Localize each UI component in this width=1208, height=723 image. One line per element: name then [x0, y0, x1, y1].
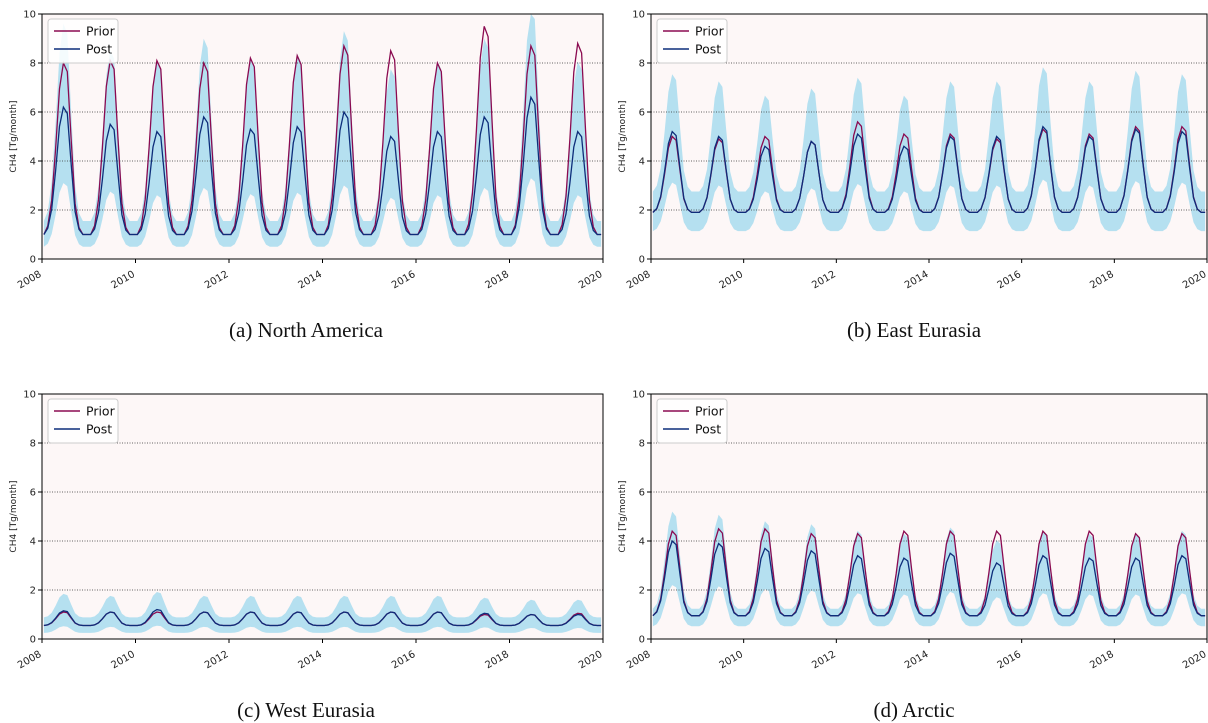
- y-tick-label: 10: [632, 390, 645, 401]
- legend: Prior Post: [656, 18, 728, 64]
- y-tick-label: 4: [30, 157, 36, 168]
- y-tick-label: 10: [23, 10, 36, 21]
- caption-b: (b) East Eurasia: [846, 318, 982, 342]
- caption-c: (c) West Eurasia: [237, 698, 375, 722]
- legend-box: [47, 18, 119, 64]
- caption-a: (a) North America: [229, 318, 383, 342]
- x-tick-label: 2012: [810, 269, 838, 291]
- y-tick-label: 4: [30, 537, 36, 548]
- legend-box: [47, 398, 119, 444]
- y-tick-label: 4: [639, 537, 645, 548]
- y-tick-label: 6: [30, 108, 36, 119]
- y-tick-label: 8: [639, 59, 645, 70]
- y-tick-label: 0: [30, 635, 36, 646]
- legend-label-post: Post: [86, 422, 112, 437]
- plot-area: [42, 394, 603, 639]
- x-tick-label: 2020: [577, 269, 605, 291]
- x-tick-label: 2018: [483, 649, 511, 671]
- x-tick-label: 2008: [16, 649, 44, 671]
- x-tick-label: 2014: [903, 269, 931, 291]
- legend: Prior Post: [47, 18, 119, 64]
- legend-label-post: Post: [695, 42, 721, 57]
- x-tick-label: 2012: [203, 649, 231, 671]
- x-tick-label: 2012: [810, 649, 838, 671]
- x-tick-label: 2008: [16, 269, 44, 291]
- chart-panel-4: 0 2 4 6 8 10 2008 2010 2012 2014 2016 2018 2020 CH4 […: [618, 390, 1208, 672]
- y-tick-label: 2: [30, 586, 36, 597]
- legend-label-prior: Prior: [86, 404, 116, 419]
- x-tick-label: 2018: [483, 269, 511, 291]
- plot-area: [42, 14, 603, 259]
- legend: Prior Post: [656, 398, 728, 444]
- y-tick-label: 10: [632, 10, 645, 21]
- legend-label-post: Post: [86, 42, 112, 57]
- x-tick-label: 2020: [1181, 649, 1208, 671]
- x-tick-label: 2012: [203, 269, 231, 291]
- legend-box: [656, 398, 728, 444]
- y-tick-label: 8: [30, 59, 36, 70]
- x-tick-label: 2010: [718, 649, 746, 671]
- x-tick-label: 2010: [109, 269, 137, 291]
- legend-box: [656, 18, 728, 64]
- legend-label-prior: Prior: [695, 24, 725, 39]
- x-tick-label: 2020: [1181, 269, 1208, 291]
- x-tick-label: 2016: [996, 269, 1024, 291]
- y-tick-label: 6: [639, 108, 645, 119]
- x-tick-label: 2014: [296, 269, 324, 291]
- chart-panel-3: 0 2 4 6 8 10 2008 2010 2012 2014 2016 2018 2020 CH4 […: [9, 390, 605, 672]
- x-tick-label: 2020: [577, 649, 605, 671]
- x-tick-label: 2008: [625, 649, 653, 671]
- legend-label-prior: Prior: [86, 24, 116, 39]
- legend-label-post: Post: [695, 422, 721, 437]
- y-tick-label: 2: [639, 206, 645, 217]
- chart-panel-1: 0 2 4 6 8 10 2008 2010 2012 2014 2016 2018 2020 CH4 […: [9, 10, 605, 292]
- y-tick-label: 6: [30, 488, 36, 499]
- x-tick-label: 2016: [390, 269, 418, 291]
- y-axis-label: CH4 [Tg/month]: [9, 100, 19, 172]
- x-tick-label: 2010: [718, 269, 746, 291]
- y-tick-label: 8: [639, 439, 645, 450]
- chart-panel-2: 0 2 4 6 8 10 2008 2010 2012 2014 2016 2018 2020 CH4 […: [618, 10, 1208, 292]
- x-tick-label: 2014: [903, 649, 931, 671]
- caption-d: (d) Arctic: [873, 698, 955, 722]
- x-tick-label: 2018: [1088, 649, 1116, 671]
- y-tick-label: 10: [23, 390, 36, 401]
- y-tick-label: 0: [639, 255, 645, 266]
- x-tick-label: 2010: [109, 649, 137, 671]
- y-axis-label: CH4 [Tg/month]: [618, 480, 628, 552]
- y-tick-label: 0: [30, 255, 36, 266]
- series-line-post: [652, 539, 1206, 617]
- y-axis-label: CH4 [Tg/month]: [9, 480, 19, 552]
- x-tick-label: 2018: [1088, 269, 1116, 291]
- x-tick-label: 2008: [625, 269, 653, 291]
- series-line-post: [43, 95, 602, 236]
- y-axis-label: CH4 [Tg/month]: [618, 100, 628, 172]
- series-line-post: [43, 608, 602, 627]
- x-tick-label: 2014: [296, 649, 324, 671]
- uncertainty-band: [43, 592, 602, 633]
- x-tick-label: 2016: [996, 649, 1024, 671]
- y-tick-label: 6: [639, 488, 645, 499]
- x-tick-label: 2016: [390, 649, 418, 671]
- legend-label-prior: Prior: [695, 404, 725, 419]
- series-line-post: [652, 125, 1206, 214]
- y-tick-label: 0: [639, 635, 645, 646]
- y-tick-label: 4: [639, 157, 645, 168]
- y-tick-label: 8: [30, 439, 36, 450]
- plot-area: [651, 394, 1207, 639]
- legend: Prior Post: [47, 398, 119, 444]
- y-tick-label: 2: [30, 206, 36, 217]
- y-tick-label: 2: [639, 586, 645, 597]
